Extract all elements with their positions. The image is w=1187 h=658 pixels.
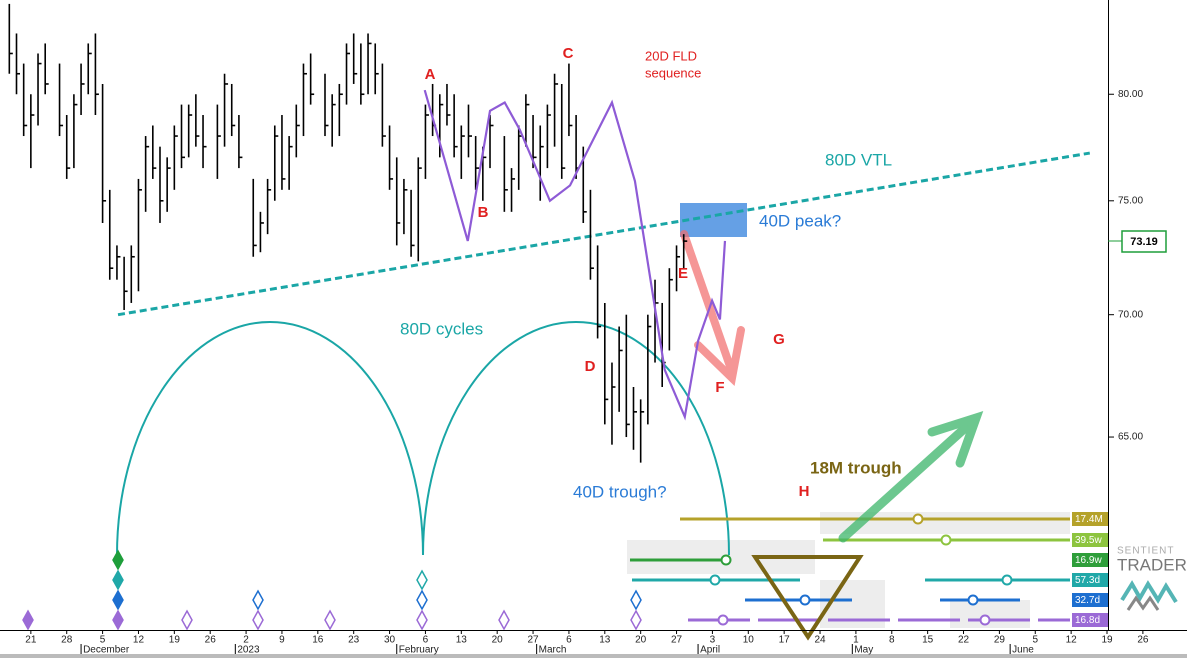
cycle-strip-lines: [630, 513, 1070, 626]
x-tick-label: 30: [384, 635, 396, 646]
cycle-diamonds: [22, 549, 642, 631]
cycle-label: 32.7d: [1075, 595, 1100, 606]
trough-triangle: [751, 555, 864, 641]
up-arrow: [838, 410, 984, 543]
x-tick-label: 28: [61, 635, 73, 646]
label-g: G: [773, 331, 785, 348]
last-price: 73.19: [1130, 236, 1158, 248]
price-axis: 73.19 SENTIENT TRADER 65.00 70.00 75.00 80.…: [1108, 0, 1187, 630]
x-tick-label: 27: [671, 635, 683, 646]
cycle-labels: 17.4M 39.5w 16.9w 57.3d 32.7d 16.8d: [1072, 512, 1108, 627]
x-tick-label: 8: [889, 635, 895, 646]
x-tick-label: 26: [205, 635, 217, 646]
x-tick-label: 10: [743, 635, 755, 646]
x-axis: 21 28 5 12 19 26 2 9 16 23 30 6 13 20 27 6 13 20 27 3 10 17 24…: [0, 630, 1187, 658]
month-label: March: [539, 645, 567, 656]
month-label: February: [399, 645, 439, 656]
x-tick-label: 6: [566, 635, 572, 646]
month-label: April: [700, 645, 720, 656]
y-tick-label: 70.00: [1118, 309, 1143, 320]
logo-top: SENTIENT: [1117, 546, 1174, 557]
x-tick-label: 19: [169, 635, 181, 646]
x-tick-label: 22: [958, 635, 970, 646]
x-tick-label: 2: [243, 635, 249, 646]
fld-note: sequence: [645, 65, 701, 80]
cycle-label: 17.4M: [1075, 514, 1103, 525]
x-tick-label: 17: [779, 635, 791, 646]
vtl-label: 80D VTL: [825, 150, 892, 169]
x-tick-label: 21: [25, 635, 37, 646]
x-tick-label: 12: [1066, 635, 1078, 646]
annotations: A B C D E F G H 20D FLD sequence 80D VTL…: [400, 45, 902, 502]
x-tick-label: 23: [348, 635, 360, 646]
label-b: B: [478, 204, 489, 221]
logo-bottom: TRADER: [1117, 555, 1187, 574]
label-c: C: [563, 45, 574, 62]
y-tick-label: 65.00: [1118, 432, 1143, 443]
y-tick-label: 80.00: [1118, 89, 1143, 100]
label-f: F: [715, 379, 724, 396]
cycle-label: 16.8d: [1075, 615, 1100, 626]
fld-note: 20D FLD: [645, 48, 697, 63]
x-tick-label: 6: [423, 635, 429, 646]
x-tick-label: 15: [922, 635, 934, 646]
x-tick-label: 3: [710, 635, 716, 646]
month-label: 2023: [237, 645, 260, 656]
trough-label: 40D trough?: [573, 482, 667, 501]
fld-line: [423, 89, 727, 421]
label-d: D: [585, 358, 596, 375]
x-tick-label: 29: [994, 635, 1006, 646]
cycle-label: 39.5w: [1075, 535, 1102, 546]
x-tick-label: 16: [312, 635, 324, 646]
x-tick-label: 20: [492, 635, 504, 646]
cycles-label: 80D cycles: [400, 319, 483, 338]
x-tick-label: 26: [1137, 635, 1149, 646]
x-tick-label: 13: [456, 635, 468, 646]
label-h: H: [799, 483, 810, 500]
y-tick-label: 75.00: [1118, 195, 1143, 206]
x-tick-label: 27: [527, 635, 539, 646]
x-tick-label: 5: [1032, 635, 1038, 646]
cycle-label: 57.3d: [1075, 575, 1100, 586]
month-label: December: [83, 645, 130, 656]
month-label: June: [1012, 645, 1034, 656]
month-label: May: [854, 645, 873, 656]
label-e: E: [678, 265, 688, 282]
x-tick-label: 12: [133, 635, 145, 646]
x-tick-label: 9: [279, 635, 285, 646]
x-tick-label: 24: [814, 635, 826, 646]
peak-label: 40D peak?: [759, 211, 841, 230]
plot: [8, 3, 1091, 463]
x-tick-label: 1: [853, 635, 859, 646]
vtl-line: [117, 151, 1091, 317]
down-arrow: [680, 230, 745, 387]
x-tick-label: 5: [100, 635, 106, 646]
18m-label: 18M trough: [810, 458, 902, 477]
cycle-arcs: [116, 321, 730, 556]
label-a: A: [425, 66, 436, 83]
x-tick-label: 20: [635, 635, 647, 646]
peak-zone: [680, 203, 747, 237]
cycle-label: 16.9w: [1075, 555, 1102, 566]
x-tick-label: 19: [1101, 635, 1113, 646]
x-tick-label: 13: [599, 635, 611, 646]
